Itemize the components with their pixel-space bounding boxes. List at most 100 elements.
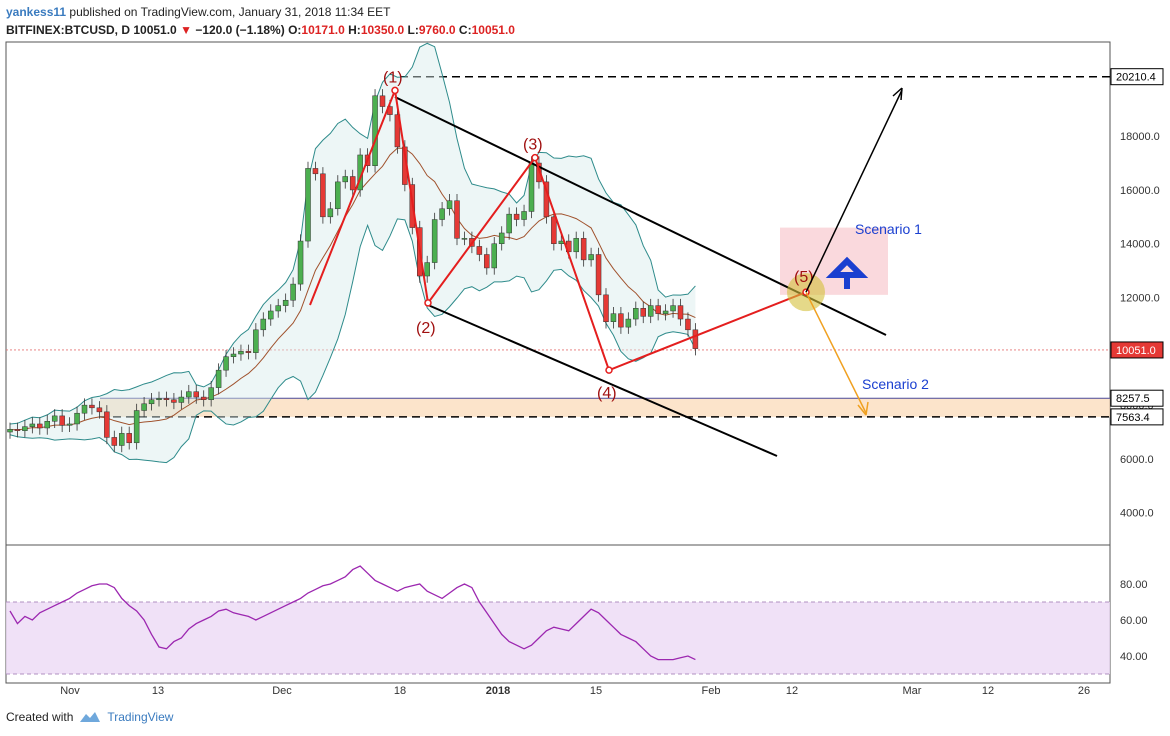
- time-tick-label: 2018: [486, 685, 510, 697]
- candle-body: [74, 412, 80, 425]
- candle-body: [491, 243, 497, 269]
- channel-lower-line: [427, 304, 778, 457]
- rsi-band: [6, 602, 1110, 674]
- candle-body: [156, 398, 162, 400]
- candle-body: [558, 240, 565, 244]
- candle-body: [439, 208, 445, 220]
- candle-body: [573, 238, 579, 253]
- time-tick-label: Mar: [903, 685, 922, 697]
- scenario2-arrow: [805, 291, 867, 414]
- elliott-wave-line: [309, 86, 807, 372]
- time-tick-label: 13: [152, 685, 164, 697]
- price-tag-label: 7563.4: [1116, 412, 1150, 424]
- rsi-tick-label: 60.00: [1120, 615, 1148, 627]
- price-tag-label: 8257.5: [1116, 393, 1150, 405]
- candle-body: [305, 168, 311, 242]
- time-tick-label: 26: [1078, 685, 1090, 697]
- candle-body: [454, 200, 460, 239]
- published-text: published on TradingView.com, January 31…: [69, 5, 391, 19]
- scenario1-arrow: [805, 89, 903, 293]
- price-tick-label: 18000.0: [1120, 131, 1160, 143]
- low-value: 9760.0: [418, 23, 456, 37]
- candle-body: [253, 329, 259, 353]
- candle-body: [245, 351, 252, 353]
- time-tick-label: 15: [590, 685, 602, 697]
- candle-body: [320, 173, 326, 218]
- candle-body: [81, 404, 88, 414]
- wave-point: [531, 153, 539, 162]
- author-link[interactable]: yankess11: [6, 5, 67, 19]
- scenario1-arrowhead: [892, 87, 903, 101]
- low-label: L:: [407, 23, 419, 37]
- candle-body: [141, 403, 147, 411]
- candle-body: [498, 232, 505, 244]
- candle-body: [625, 318, 632, 328]
- symbol-line: BITFINEX:BTCUSD, D 10051.0 ▼ −120.0 (−1.…: [6, 21, 515, 39]
- candle-body: [536, 162, 542, 183]
- candle-body: [22, 426, 28, 431]
- candle-body: [7, 429, 13, 433]
- candle-body: [282, 299, 289, 306]
- candle-body: [327, 208, 334, 218]
- candle-body: [640, 308, 646, 317]
- bollinger-upper: [9, 42, 696, 425]
- candle-body: [111, 437, 118, 446]
- candle-body: [230, 353, 237, 357]
- candle-body: [662, 310, 669, 314]
- candle-body: [335, 181, 341, 210]
- time-tick-label: 12: [982, 685, 994, 697]
- candle-body: [260, 318, 267, 331]
- rsi-tick-label: 80.00: [1120, 579, 1148, 591]
- candle-body: [215, 369, 222, 388]
- candle-body: [200, 396, 207, 400]
- support-zone: [100, 398, 1110, 417]
- price-tick-label: 12000.0: [1120, 293, 1160, 305]
- price-tag: [1110, 68, 1164, 86]
- candle-body: [431, 219, 438, 263]
- candle-body: [551, 216, 557, 244]
- candle-body: [349, 176, 356, 191]
- candle-body: [104, 411, 110, 438]
- candle-body: [163, 398, 170, 400]
- candle-body: [44, 421, 50, 429]
- candle-body: [297, 240, 304, 285]
- candle-body: [484, 254, 490, 269]
- candle-body: [178, 396, 185, 403]
- scenario2-arrowhead: [857, 401, 869, 416]
- candle-body: [379, 95, 386, 107]
- time-tick-label: 12: [786, 685, 798, 697]
- candle-body: [528, 162, 535, 212]
- time-tick-label: Dec: [272, 685, 292, 697]
- candle-body: [268, 310, 274, 320]
- candle-body: [588, 254, 594, 261]
- candle-body: [223, 356, 229, 371]
- wave-label: (3): [523, 137, 543, 154]
- candle-body: [633, 308, 639, 320]
- footer: Created with TradingView: [6, 710, 173, 724]
- candle-body: [670, 305, 676, 312]
- scenario1-label: Scenario 1: [855, 221, 922, 237]
- time-tick-label: 18: [394, 685, 406, 697]
- candle-body: [424, 262, 430, 277]
- candle-body: [603, 294, 609, 322]
- candle-body: [685, 318, 691, 331]
- time-tick-label: Nov: [60, 685, 80, 697]
- time-tick-label: Feb: [702, 685, 721, 697]
- price-tag: [1110, 408, 1164, 426]
- price-tick-label: 6000.0: [1120, 454, 1154, 466]
- candle-body: [580, 238, 587, 261]
- candle-body: [66, 423, 73, 426]
- candle-body: [312, 168, 319, 175]
- candle-body: [29, 423, 36, 427]
- wave-label: (5): [794, 269, 814, 286]
- candle-body: [692, 329, 699, 349]
- candle-body: [89, 404, 95, 409]
- open-value: 10171.0: [301, 23, 345, 37]
- price-tick-label: 4000.0: [1120, 508, 1154, 520]
- candle-body: [51, 415, 58, 422]
- tradingview-link[interactable]: TradingView: [107, 710, 174, 724]
- candle-body: [96, 407, 103, 413]
- candle-body: [655, 305, 661, 314]
- candle-body: [186, 391, 192, 398]
